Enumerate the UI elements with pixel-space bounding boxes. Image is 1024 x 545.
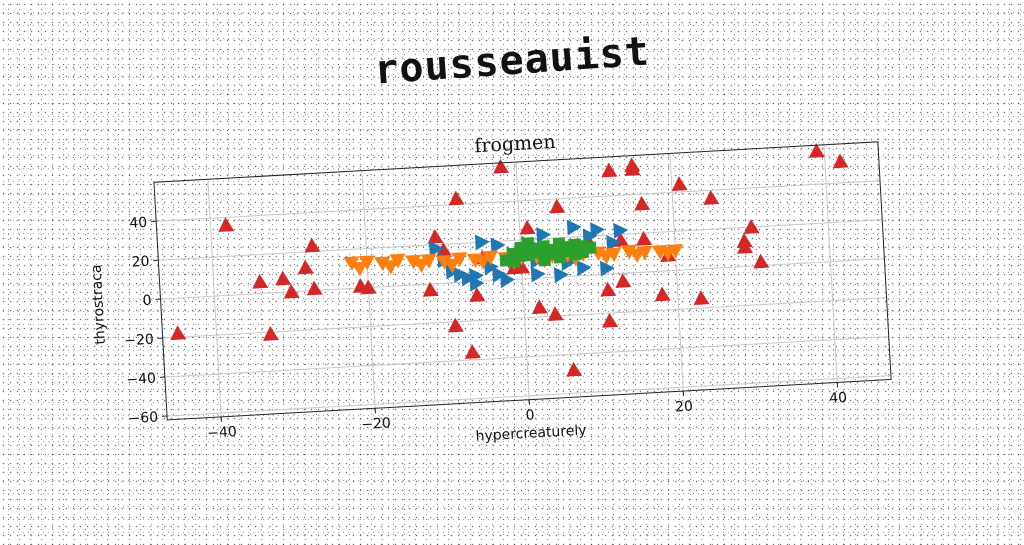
- x-grid-line: [208, 179, 221, 417]
- data-point: [633, 195, 650, 210]
- chart-title: frogmen: [474, 131, 556, 157]
- data-point: [576, 240, 589, 253]
- data-point: [693, 290, 710, 305]
- data-point: [547, 306, 564, 321]
- data-point: [601, 162, 618, 177]
- x-tick-label: 0: [525, 407, 535, 423]
- data-point: [306, 280, 323, 295]
- data-point: [447, 317, 464, 332]
- data-point: [297, 259, 314, 274]
- data-point: [671, 176, 688, 191]
- y-tick-label: 20: [131, 254, 150, 271]
- x-tick-label: −20: [361, 415, 391, 433]
- data-point: [448, 190, 465, 205]
- data-point: [832, 153, 849, 168]
- data-point: [217, 217, 234, 232]
- data-point: [531, 299, 548, 314]
- y-tick-label: −20: [124, 332, 154, 350]
- x-axis-label: hypercreaturely: [475, 423, 587, 445]
- data-point: [252, 273, 269, 288]
- data-point: [537, 240, 550, 253]
- data-point: [475, 234, 490, 251]
- data-point: [736, 233, 753, 248]
- data-series: [161, 139, 859, 398]
- data-point: [567, 219, 582, 236]
- data-point: [601, 312, 618, 327]
- data-point: [577, 259, 592, 276]
- x-grid-line: [516, 162, 529, 400]
- data-point: [351, 262, 368, 277]
- data-point: [519, 219, 536, 234]
- data-point: [654, 286, 671, 301]
- x-tick-label: 20: [675, 399, 694, 416]
- data-point: [169, 325, 186, 340]
- data-point: [275, 270, 292, 285]
- x-tick-label: −40: [207, 424, 237, 442]
- data-point: [565, 361, 582, 376]
- y-tick-label: 0: [142, 293, 152, 309]
- grid: [154, 142, 891, 420]
- axis-ticks: −40 −20 0 20 40 −60 −40 −20 0 20 40: [117, 176, 847, 446]
- data-point: [515, 249, 528, 262]
- data-point: [262, 326, 279, 341]
- data-point: [615, 273, 632, 288]
- data-point: [549, 198, 566, 213]
- y-grid-line: [165, 337, 889, 377]
- data-point: [753, 253, 770, 268]
- data-point: [531, 266, 546, 283]
- data-point: [600, 281, 617, 296]
- data-point: [553, 243, 566, 256]
- x-tick-label: 40: [829, 390, 848, 407]
- data-point: [464, 344, 481, 359]
- y-tick-label: 40: [129, 215, 148, 232]
- data-point: [703, 190, 720, 205]
- x-grid-line: [824, 145, 837, 383]
- data-point: [492, 158, 509, 173]
- data-point: [304, 237, 321, 252]
- y-axis-label: thyrostraca: [88, 264, 108, 345]
- data-point: [554, 266, 569, 283]
- y-tick-label: −60: [128, 410, 158, 428]
- y-tick-label: −40: [126, 371, 156, 389]
- series-0: [161, 139, 859, 398]
- y-grid-line: [156, 181, 880, 221]
